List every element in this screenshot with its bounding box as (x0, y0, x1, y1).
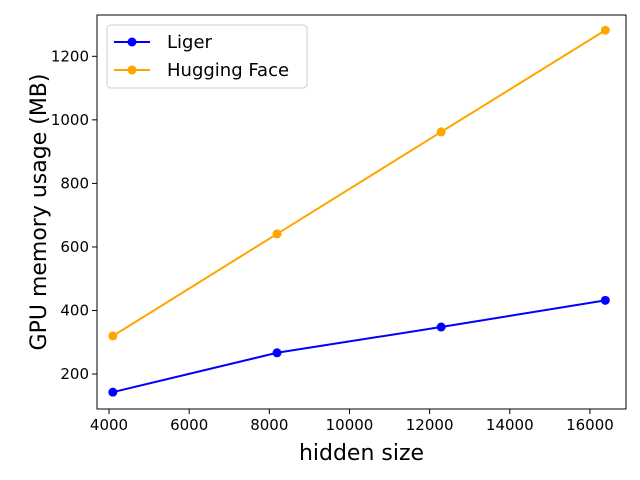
legend-marker (127, 65, 137, 75)
data-point (272, 229, 282, 239)
legend-label: Liger (167, 32, 213, 53)
x-tick-label: 4000 (90, 416, 128, 434)
x-tick-label: 14000 (486, 416, 534, 434)
legend-label: Hugging Face (167, 60, 289, 81)
y-tick-label: 1200 (51, 47, 89, 65)
x-tick-label: 12000 (406, 416, 454, 434)
y-axis-label: GPU memory usage (MB) (27, 74, 52, 351)
data-point (436, 322, 446, 332)
y-tick-label: 200 (60, 365, 89, 383)
x-tick-label: 10000 (326, 416, 374, 434)
y-tick-label: 400 (60, 302, 89, 320)
series-line-1 (112, 29, 606, 337)
x-ticks: 4000 6000 8000 10000 12000 14000 16000 (90, 409, 614, 434)
x-tick-label: 8000 (250, 416, 288, 434)
data-point (108, 387, 118, 397)
legend-marker (127, 37, 137, 47)
x-axis-label: hidden size (299, 441, 424, 466)
series-line-0 (112, 299, 606, 394)
data-point (272, 348, 282, 358)
data-point (108, 331, 118, 341)
x-tick-label: 6000 (170, 416, 208, 434)
legend-frame (106, 24, 308, 89)
y-tick-label: 1000 (51, 111, 89, 129)
legend: Liger Hugging Face (106, 24, 308, 89)
data-point (600, 295, 610, 305)
data-point (436, 127, 446, 137)
y-ticks: 200 400 600 800 1000 1200 (51, 47, 97, 383)
data-point (600, 25, 610, 35)
y-tick-label: 600 (60, 238, 89, 256)
x-tick-label: 16000 (566, 416, 614, 434)
y-tick-label: 800 (60, 174, 89, 192)
series-layer (108, 25, 610, 397)
